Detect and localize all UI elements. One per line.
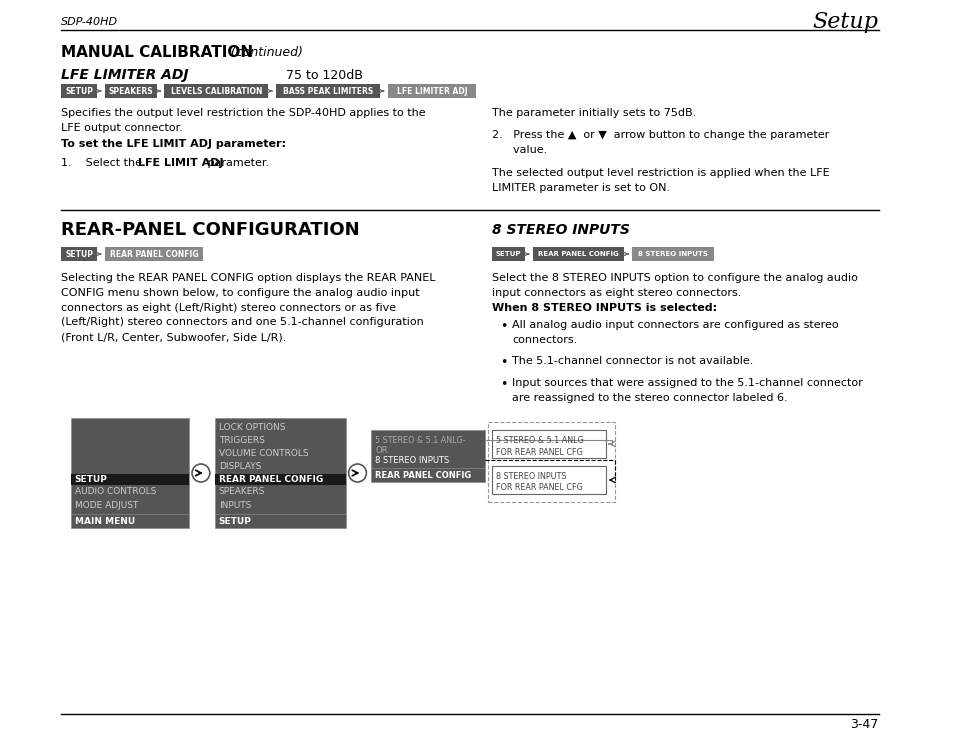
FancyBboxPatch shape: [105, 84, 156, 98]
Circle shape: [348, 464, 366, 482]
Text: Selecting the REAR PANEL CONFIG option displays the REAR PANEL
CONFIG menu shown: Selecting the REAR PANEL CONFIG option d…: [61, 273, 436, 342]
Text: REAR PANEL CONFIG: REAR PANEL CONFIG: [110, 249, 198, 258]
Text: Specifies the output level restriction the SDP-40HD applies to the
LFE output co: Specifies the output level restriction t…: [61, 108, 425, 133]
Text: Setup: Setup: [812, 11, 878, 33]
FancyBboxPatch shape: [371, 430, 484, 482]
Text: All analog audio input connectors are configured as stereo
connectors.: All analog audio input connectors are co…: [512, 320, 838, 345]
FancyBboxPatch shape: [164, 84, 268, 98]
Text: 8 STEREO INPUTS: 8 STEREO INPUTS: [496, 472, 566, 480]
Text: SETUP: SETUP: [218, 517, 252, 525]
Text: 2.   Press the ▲  or ▼  arrow button to change the parameter
      value.: 2. Press the ▲ or ▼ arrow button to chan…: [492, 130, 829, 155]
Text: MANUAL CALIBRATION: MANUAL CALIBRATION: [61, 44, 253, 60]
FancyBboxPatch shape: [492, 430, 605, 458]
Text: Select the 8 STEREO INPUTS option to configure the analog audio
input connectors: Select the 8 STEREO INPUTS option to con…: [492, 273, 858, 298]
FancyBboxPatch shape: [71, 474, 189, 485]
FancyBboxPatch shape: [632, 247, 713, 261]
Text: 8 STEREO INPUTS: 8 STEREO INPUTS: [492, 223, 630, 237]
Text: FOR REAR PANEL CFG: FOR REAR PANEL CFG: [496, 447, 582, 457]
FancyBboxPatch shape: [214, 418, 345, 528]
FancyBboxPatch shape: [492, 466, 605, 494]
Text: DISPLAYS: DISPLAYS: [218, 461, 261, 471]
FancyBboxPatch shape: [275, 84, 379, 98]
Text: SPEAKERS: SPEAKERS: [109, 86, 152, 95]
Text: LFE LIMITER ADJ: LFE LIMITER ADJ: [396, 86, 467, 95]
Text: 75 to 120dB: 75 to 120dB: [285, 69, 362, 81]
Text: 1.    Select the: 1. Select the: [61, 158, 146, 168]
Text: (continued): (continued): [226, 46, 302, 58]
Text: LEVELS CALIBRATION: LEVELS CALIBRATION: [171, 86, 262, 95]
Text: INPUTS: INPUTS: [218, 500, 251, 509]
FancyBboxPatch shape: [61, 84, 97, 98]
Text: SETUP: SETUP: [496, 251, 521, 257]
Circle shape: [192, 464, 210, 482]
Text: 3-47: 3-47: [849, 717, 878, 731]
Text: The parameter initially sets to 75dB.: The parameter initially sets to 75dB.: [492, 108, 696, 118]
Text: AUDIO CONTROLS: AUDIO CONTROLS: [74, 488, 156, 497]
Text: TRIGGERS: TRIGGERS: [218, 435, 264, 444]
Text: REAR-PANEL CONFIGURATION: REAR-PANEL CONFIGURATION: [61, 221, 359, 239]
Text: •: •: [499, 378, 507, 391]
Text: REAR PANEL CONFIG: REAR PANEL CONFIG: [375, 471, 471, 480]
FancyBboxPatch shape: [105, 247, 203, 261]
Text: FOR REAR PANEL CFG: FOR REAR PANEL CFG: [496, 483, 582, 492]
Text: 5 STEREO & 5.1 ANLG-: 5 STEREO & 5.1 ANLG-: [375, 435, 465, 444]
FancyBboxPatch shape: [61, 247, 97, 261]
Text: REAR PANEL CONFIG: REAR PANEL CONFIG: [218, 475, 322, 483]
Text: To set the LFE LIMIT ADJ parameter:: To set the LFE LIMIT ADJ parameter:: [61, 139, 286, 149]
Text: SDP-40HD: SDP-40HD: [61, 17, 118, 27]
Text: LOCK OPTIONS: LOCK OPTIONS: [218, 422, 285, 432]
Text: MAIN MENU: MAIN MENU: [74, 517, 135, 525]
FancyBboxPatch shape: [533, 247, 624, 261]
Text: •: •: [499, 320, 507, 333]
FancyBboxPatch shape: [214, 474, 345, 485]
FancyBboxPatch shape: [492, 247, 524, 261]
Text: VOLUME CONTROLS: VOLUME CONTROLS: [218, 449, 308, 458]
FancyBboxPatch shape: [71, 418, 189, 528]
Text: LFE LIMIT ADJ: LFE LIMIT ADJ: [138, 158, 223, 168]
Text: SETUP: SETUP: [65, 249, 93, 258]
Text: LFE LIMITER ADJ: LFE LIMITER ADJ: [61, 68, 189, 82]
Text: •: •: [499, 356, 507, 369]
Text: SETUP: SETUP: [65, 86, 93, 95]
Text: The selected output level restriction is applied when the LFE
LIMITER parameter : The selected output level restriction is…: [492, 168, 829, 193]
Text: 5 STEREO & 5.1 ANLG: 5 STEREO & 5.1 ANLG: [496, 435, 583, 444]
Text: MODE ADJUST: MODE ADJUST: [74, 500, 138, 509]
Text: 8 STEREO INPUTS: 8 STEREO INPUTS: [375, 455, 449, 464]
Text: BASS PEAK LIMITERS: BASS PEAK LIMITERS: [282, 86, 373, 95]
Text: 8 STEREO INPUTS: 8 STEREO INPUTS: [638, 251, 707, 257]
Text: REAR PANEL CONFIG: REAR PANEL CONFIG: [537, 251, 618, 257]
Text: parameter.: parameter.: [204, 158, 269, 168]
Text: SETUP: SETUP: [74, 475, 108, 483]
Text: The 5.1-channel connector is not available.: The 5.1-channel connector is not availab…: [512, 356, 753, 366]
Text: Input sources that were assigned to the 5.1-channel connector
are reassigned to : Input sources that were assigned to the …: [512, 378, 862, 403]
Text: When 8 STEREO INPUTS is selected:: When 8 STEREO INPUTS is selected:: [492, 303, 717, 313]
FancyBboxPatch shape: [387, 84, 476, 98]
Text: SPEAKERS: SPEAKERS: [218, 488, 265, 497]
Text: OR: OR: [375, 446, 387, 455]
